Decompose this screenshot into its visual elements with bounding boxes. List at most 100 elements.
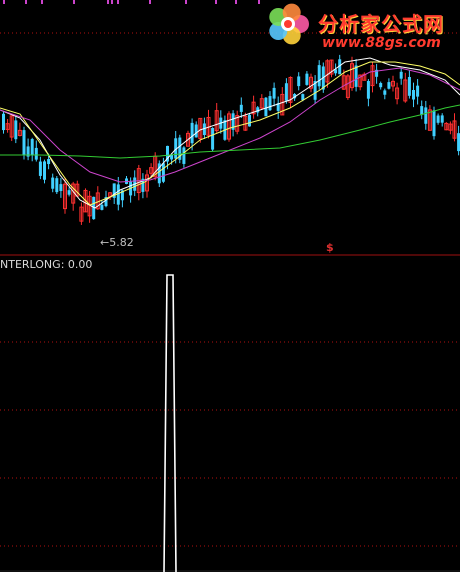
candle-body-down — [354, 65, 358, 87]
candle-body-down — [170, 154, 174, 160]
candle-body-up — [309, 76, 313, 89]
indicator-label: NTERLONG: 0.00 — [0, 258, 93, 271]
candle-body-up — [63, 183, 67, 210]
candle-body-down — [55, 178, 59, 193]
candle-body-down — [38, 161, 42, 176]
candle-body-down — [293, 94, 297, 99]
candle-body-up — [427, 109, 432, 131]
candle-body-up — [345, 75, 350, 98]
candle-body-down — [34, 147, 38, 160]
candle-body-down — [112, 183, 116, 198]
candle-body-up — [325, 60, 330, 83]
min-price-label: ←5.82 — [100, 236, 134, 249]
candle-body-down — [92, 196, 96, 220]
candle-body-down — [416, 85, 420, 97]
candle-body-up — [17, 129, 22, 136]
watermark-title: 分析家公式网 — [318, 12, 444, 36]
candle-body-up — [358, 74, 363, 88]
candle-body-down — [161, 163, 165, 182]
candle-body-up — [362, 73, 367, 81]
candle-body-up — [214, 110, 219, 132]
candle-body-down — [190, 122, 194, 144]
arrow-left-icon: ← — [100, 236, 110, 249]
candle-body-down — [141, 178, 145, 192]
candle-body-down — [43, 161, 46, 180]
candle-body-down — [178, 137, 182, 160]
candle-body-down — [436, 115, 440, 123]
candle-body-up — [280, 93, 285, 116]
candle-body-down — [268, 96, 272, 111]
candle-body-down — [432, 110, 436, 137]
candle-body-down — [120, 190, 124, 201]
candle-body-down — [276, 103, 280, 111]
candle-body-down — [100, 204, 104, 210]
candle-body-down — [301, 94, 305, 101]
candle-body-down — [22, 130, 26, 156]
candle-body-up — [186, 132, 190, 147]
candle-body-down — [231, 113, 235, 130]
candle-body-down — [407, 76, 411, 96]
candle-body-down — [51, 177, 55, 189]
watermark-url: www.88gs.com — [322, 35, 441, 51]
candle-body-up — [259, 98, 264, 109]
candle-body-up — [149, 167, 154, 174]
candle-body-down — [379, 83, 383, 88]
candle-body-up — [452, 120, 457, 139]
candle-body-up — [403, 79, 408, 102]
candle-body-down — [174, 138, 178, 159]
candle-body-down — [67, 190, 71, 195]
candle-body-down — [30, 139, 34, 156]
candle-body-down — [211, 127, 215, 150]
candle-body-down — [338, 59, 342, 75]
candle-body-up — [251, 101, 256, 115]
candle-body-down — [297, 76, 301, 87]
candle-body-up — [5, 123, 10, 130]
candle-body-down — [457, 133, 460, 152]
candle-body-down — [272, 87, 276, 99]
candle-body-up — [329, 59, 334, 75]
candle-body-down — [166, 145, 169, 162]
candle-body-down — [194, 124, 198, 138]
candle-body-up — [395, 87, 400, 100]
candle-body-down — [104, 197, 108, 207]
candle-body-up — [83, 189, 88, 213]
ma-short-line — [0, 57, 460, 209]
candle-body-down — [59, 184, 63, 192]
candle-body-down — [317, 65, 321, 87]
candle-body-down — [264, 97, 268, 117]
candle-body-down — [157, 163, 161, 184]
candle-body-up — [235, 115, 240, 132]
candle-body-down — [334, 69, 338, 74]
candle-body-down — [387, 82, 391, 89]
indicator-spike — [163, 274, 177, 572]
candle-body-up — [288, 76, 293, 103]
candle-body-down — [116, 184, 120, 205]
candle-body-down — [182, 147, 186, 164]
candle-body-up — [198, 117, 203, 139]
signal-marker: $ — [326, 241, 334, 254]
candle-body-down — [26, 146, 30, 157]
candle-body-down — [256, 107, 260, 113]
ma-slow-line — [0, 104, 460, 159]
candle-body-down — [202, 123, 206, 136]
candle-body-down — [424, 107, 428, 124]
candle-body-down — [305, 73, 309, 85]
candle-body-up — [145, 174, 149, 192]
candle-body-down — [420, 106, 424, 115]
candle-body-down — [399, 71, 403, 79]
candle-body-up — [79, 206, 84, 222]
candle-body-down — [239, 104, 243, 112]
candle-body-up — [391, 80, 395, 87]
candle-body-down — [14, 120, 18, 140]
candle-body-up — [444, 122, 449, 131]
candle-body-down — [366, 80, 370, 99]
candle-body-down — [284, 83, 288, 101]
logo-center-dot — [284, 20, 292, 28]
candle-body-down — [47, 158, 51, 165]
candle-body-up — [341, 75, 346, 90]
candle-body-up — [350, 63, 354, 89]
candle-body-up — [9, 115, 14, 138]
candle-body-down — [383, 90, 387, 95]
